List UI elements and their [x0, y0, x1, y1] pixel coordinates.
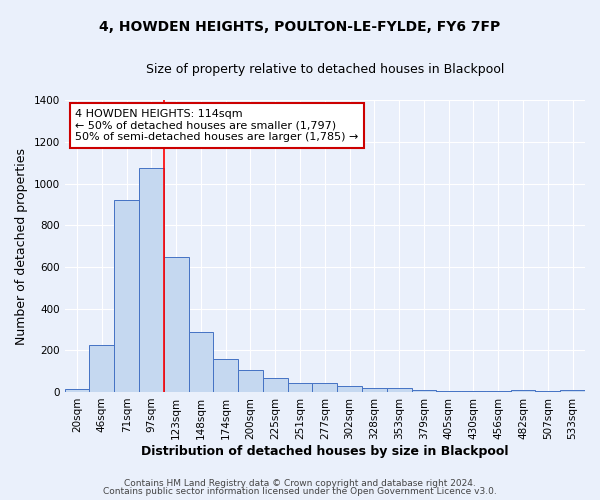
Bar	[287, 383, 313, 392]
Bar	[65, 389, 89, 392]
Text: Contains HM Land Registry data © Crown copyright and database right 2024.: Contains HM Land Registry data © Crown c…	[124, 478, 476, 488]
Bar	[214, 358, 238, 392]
Bar	[114, 200, 139, 392]
Bar	[238, 370, 263, 392]
Text: Contains public sector information licensed under the Open Government Licence v3: Contains public sector information licen…	[103, 487, 497, 496]
Bar	[387, 388, 412, 392]
Bar	[313, 383, 337, 392]
Bar	[337, 386, 362, 392]
Bar	[164, 256, 188, 392]
Title: Size of property relative to detached houses in Blackpool: Size of property relative to detached ho…	[146, 62, 504, 76]
Bar	[263, 378, 287, 392]
Text: 4 HOWDEN HEIGHTS: 114sqm
← 50% of detached houses are smaller (1,797)
50% of sem: 4 HOWDEN HEIGHTS: 114sqm ← 50% of detach…	[75, 109, 358, 142]
Bar	[511, 390, 535, 392]
Bar	[89, 345, 114, 392]
Text: 4, HOWDEN HEIGHTS, POULTON-LE-FYLDE, FY6 7FP: 4, HOWDEN HEIGHTS, POULTON-LE-FYLDE, FY6…	[100, 20, 500, 34]
Bar	[139, 168, 164, 392]
Bar	[412, 390, 436, 392]
Bar	[560, 390, 585, 392]
Y-axis label: Number of detached properties: Number of detached properties	[15, 148, 28, 344]
Bar	[188, 332, 214, 392]
X-axis label: Distribution of detached houses by size in Blackpool: Distribution of detached houses by size …	[141, 444, 509, 458]
Bar	[362, 388, 387, 392]
